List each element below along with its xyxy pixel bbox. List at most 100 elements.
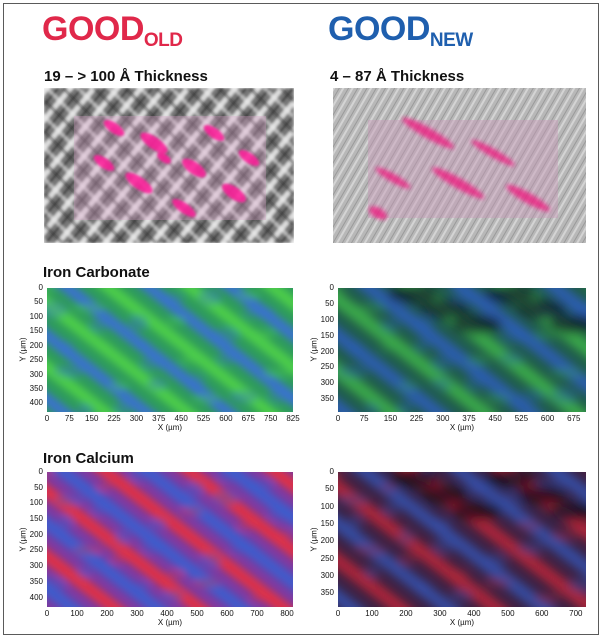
y-tick-label: 350 xyxy=(320,588,334,598)
x-tick-label: 600 xyxy=(535,609,549,618)
map-stripe xyxy=(451,288,586,393)
map-blob xyxy=(449,570,469,578)
map-blob xyxy=(354,546,386,554)
y-tick-label: 50 xyxy=(34,482,43,492)
map-blob xyxy=(364,566,380,578)
map-dark-region xyxy=(484,288,535,305)
map-blob xyxy=(364,404,380,412)
y-tick-label: 100 xyxy=(320,501,334,511)
map-blob xyxy=(381,319,401,331)
map-blob xyxy=(381,343,397,351)
y-tick-label: 250 xyxy=(29,355,43,365)
map-blob xyxy=(517,391,545,403)
map-blob xyxy=(398,555,418,563)
y-tick-label: 300 xyxy=(320,570,334,580)
x-tick-label: 800 xyxy=(280,609,294,618)
x-tick-label: 500 xyxy=(501,609,515,618)
map-blob xyxy=(230,542,258,554)
y-tick-label: 200 xyxy=(29,340,43,350)
new-microscopy-image xyxy=(333,88,586,243)
x-tick-label: 675 xyxy=(567,414,581,423)
map-blob xyxy=(90,503,110,515)
map-blob xyxy=(77,566,93,578)
map-blob xyxy=(211,328,239,344)
x-tick-label: 600 xyxy=(220,609,234,618)
map-stripe xyxy=(358,288,542,412)
map-dark-region xyxy=(451,501,502,522)
map-blob xyxy=(534,330,562,338)
map-blob xyxy=(141,354,165,370)
map-blob xyxy=(128,315,148,331)
iron-calcium-caption: Iron Calcium xyxy=(43,450,134,467)
map-blob xyxy=(134,581,150,593)
new-thickness-caption: 4 – 87 Å Thickness xyxy=(330,68,465,85)
good-new-header: GOODNEW xyxy=(328,10,473,51)
x-tick-label: 700 xyxy=(569,609,583,618)
map-blob xyxy=(147,378,167,390)
map-blob xyxy=(500,352,524,364)
map-blob xyxy=(338,288,346,292)
good-new-sub: NEW xyxy=(429,30,473,51)
x-tick-label: 200 xyxy=(399,609,413,618)
x-tick-label: 600 xyxy=(540,414,555,423)
y-tick-label: 300 xyxy=(29,561,43,571)
x-tick-label: 0 xyxy=(335,414,341,423)
x-tick-label: 225 xyxy=(107,414,121,423)
figure-frame xyxy=(3,3,599,635)
x-tick-label: 225 xyxy=(409,414,424,423)
map-blob xyxy=(398,400,414,412)
x-tick-label: 0 xyxy=(44,609,50,618)
map-blob xyxy=(243,306,275,318)
map-blob xyxy=(249,330,277,338)
map-dark-region xyxy=(548,313,586,334)
y-axis-label: Y (µm) xyxy=(309,337,319,362)
map-blob xyxy=(134,339,150,351)
map-stripe xyxy=(222,288,293,343)
x-tick-label: 100 xyxy=(365,609,379,618)
calcium-old-map xyxy=(47,472,293,607)
y-tick-label: 100 xyxy=(29,311,43,321)
x-tick-label: 375 xyxy=(462,414,476,423)
calc-new-svg xyxy=(338,472,586,607)
map-blob xyxy=(147,518,167,530)
map-blob xyxy=(109,382,129,390)
map-blob xyxy=(54,365,86,377)
y-tick-label: 0 xyxy=(329,283,334,292)
map-blob xyxy=(249,594,277,602)
map-dark-region xyxy=(387,288,438,305)
x-tick-label: 150 xyxy=(85,414,99,423)
map-blob xyxy=(236,522,260,530)
x-tick-label: 400 xyxy=(160,609,174,618)
x-tick-label: 75 xyxy=(64,414,74,423)
y-tick-label: 150 xyxy=(320,330,334,340)
map-blob xyxy=(483,395,511,403)
y-tick-label: 100 xyxy=(320,314,334,324)
new-microscopy-svg xyxy=(333,88,586,243)
y-tick-label: 50 xyxy=(34,297,43,307)
map-stripe xyxy=(338,362,402,412)
x-tick-label: 150 xyxy=(383,414,398,423)
map-blob xyxy=(381,503,401,515)
map-blob xyxy=(179,507,203,515)
carb-old-svg xyxy=(47,288,293,412)
y-tick-label: 250 xyxy=(320,553,334,563)
map-blob xyxy=(466,374,486,390)
map-blob xyxy=(517,522,541,530)
map-blob xyxy=(551,531,583,539)
map-dark-region xyxy=(419,299,470,320)
map-blob xyxy=(217,472,241,482)
map-blob xyxy=(432,378,452,390)
map-stripe xyxy=(338,551,411,607)
x-tick-label: 75 xyxy=(359,414,369,423)
y-tick-label: 300 xyxy=(320,378,334,388)
x-tick-label: 750 xyxy=(263,414,278,423)
y-tick-label: 200 xyxy=(29,529,43,539)
y-tick-label: 200 xyxy=(320,346,334,356)
map-blob xyxy=(432,518,452,530)
map-blob xyxy=(179,356,203,364)
map-blob xyxy=(466,356,490,364)
old-microscopy-svg xyxy=(44,88,294,243)
map-blob xyxy=(268,505,293,521)
x-tick-label: 100 xyxy=(70,609,84,618)
map-blob xyxy=(141,538,165,554)
